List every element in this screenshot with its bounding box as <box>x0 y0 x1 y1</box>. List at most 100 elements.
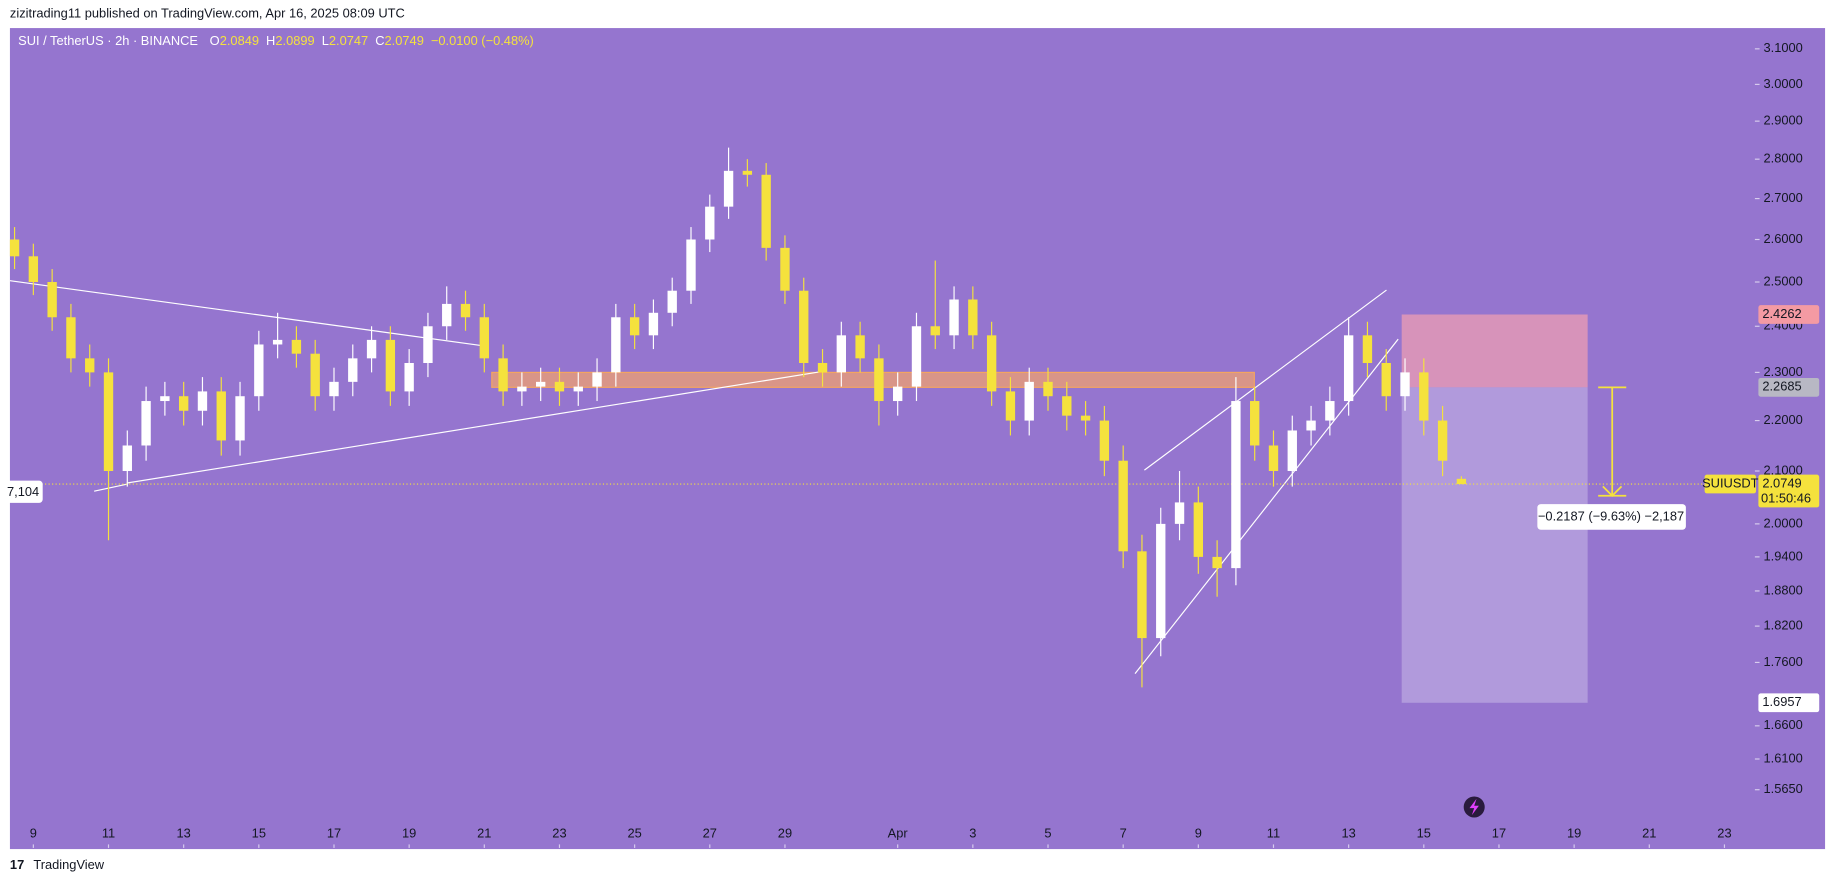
trend-line <box>1144 289 1387 471</box>
candle <box>1080 401 1091 436</box>
target-price-label: 1.6957 <box>1762 694 1801 709</box>
candle-body <box>667 290 677 313</box>
candle <box>479 303 489 373</box>
candle <box>1099 405 1110 477</box>
candle <box>235 381 245 456</box>
y-tick-label: 1.5650 <box>1763 781 1802 796</box>
candle <box>723 147 734 219</box>
x-tick-label: 29 <box>778 825 792 840</box>
y-tick-label: 3.1000 <box>1763 40 1802 55</box>
candle-body <box>986 335 997 392</box>
candle <box>1005 377 1016 436</box>
candle-body <box>235 396 245 441</box>
candle-body <box>1381 363 1391 397</box>
candle-body <box>442 303 452 327</box>
last-price-box <box>1758 474 1820 508</box>
candle <box>291 326 302 368</box>
entry-price-label: 2.2685 <box>1762 379 1801 394</box>
candle <box>310 339 320 411</box>
candle <box>404 349 414 406</box>
y-tick-label: 1.6600 <box>1763 717 1802 732</box>
resistance-zone <box>491 371 1255 388</box>
candle <box>1325 386 1335 436</box>
candle <box>1456 476 1467 485</box>
y-tick-label: 2.6000 <box>1763 231 1802 246</box>
candle-body <box>1325 401 1335 421</box>
candle <box>197 377 208 426</box>
left-label-box <box>5 480 43 503</box>
legend-value: 2.0749 <box>385 33 424 48</box>
x-tick-label: 21 <box>477 825 491 840</box>
legend-value: 2.0899 <box>275 33 314 48</box>
candle <box>1024 367 1034 436</box>
y-tick-label: 1.6100 <box>1763 750 1802 765</box>
candle <box>1212 540 1222 597</box>
candle-body <box>1099 420 1110 461</box>
measure-box <box>1537 504 1686 530</box>
candle-body <box>554 381 565 392</box>
candle-body <box>1212 556 1222 569</box>
candle-body <box>310 353 320 397</box>
candle-body <box>1005 391 1016 421</box>
candle <box>85 344 95 387</box>
candle <box>592 358 602 402</box>
candle-body <box>254 344 264 397</box>
candle <box>1437 405 1448 477</box>
candle-body <box>629 317 640 336</box>
y-tick-label: 2.3000 <box>1763 364 1802 379</box>
candle-body <box>761 174 771 248</box>
last-price-label: 2.0749 <box>1762 475 1801 490</box>
candle-body <box>1400 372 1410 397</box>
candle <box>1174 470 1185 541</box>
candle <box>893 372 903 416</box>
candle <box>705 194 715 253</box>
x-tick-label: 9 <box>1195 825 1202 840</box>
candle-body <box>930 326 940 336</box>
target-zone <box>1401 387 1588 703</box>
legend-letter: O <box>210 33 220 48</box>
candle-body <box>1250 401 1260 446</box>
candle <box>66 303 76 373</box>
candle <box>1156 507 1166 657</box>
candle-body <box>103 372 114 471</box>
candle <box>103 358 114 541</box>
target-price-label-box <box>1758 693 1820 713</box>
candle <box>423 312 433 378</box>
x-tick-label: 11 <box>102 825 115 840</box>
candle-body <box>423 326 433 364</box>
trend-line <box>9 280 487 347</box>
y-tick-label: 2.2000 <box>1763 412 1802 427</box>
x-tick-label: 9 <box>30 825 37 840</box>
x-tick-label: 13 <box>1341 825 1355 840</box>
x-tick-label: 3 <box>969 825 976 840</box>
candle <box>1287 415 1297 487</box>
plot: 3.1000 3.0000 2.9000 2.8000 2.7000 2.6000 2.50… <box>5 33 1820 848</box>
candle <box>385 326 396 406</box>
candle-body <box>1437 420 1448 461</box>
publish-header: zizitrading11 published on TradingView.c… <box>10 5 405 20</box>
candle-body <box>66 317 76 359</box>
candle <box>1419 358 1429 436</box>
candle <box>611 303 621 387</box>
y-tick-label: 1.9400 <box>1763 548 1802 563</box>
legend-letter: H <box>266 33 275 48</box>
candle <box>122 430 132 487</box>
candle-body <box>1193 502 1204 557</box>
candle-body <box>686 239 696 291</box>
legend-change: −0.0100 (−0.48%) <box>431 33 534 48</box>
candle-body <box>197 391 208 411</box>
candle <box>272 312 283 359</box>
candle <box>1362 321 1373 378</box>
candle-body <box>141 401 151 446</box>
candle <box>573 372 583 406</box>
y-tick-label: 1.8200 <box>1763 617 1802 632</box>
candle <box>1306 405 1316 446</box>
candle <box>686 227 696 304</box>
legend-value: 2.0747 <box>329 33 368 48</box>
candle-body <box>9 239 20 257</box>
candle-body <box>1287 430 1297 471</box>
y-tick-label: 2.8000 <box>1763 151 1802 166</box>
candle <box>178 381 189 426</box>
candle <box>554 367 565 406</box>
candle <box>968 286 978 350</box>
